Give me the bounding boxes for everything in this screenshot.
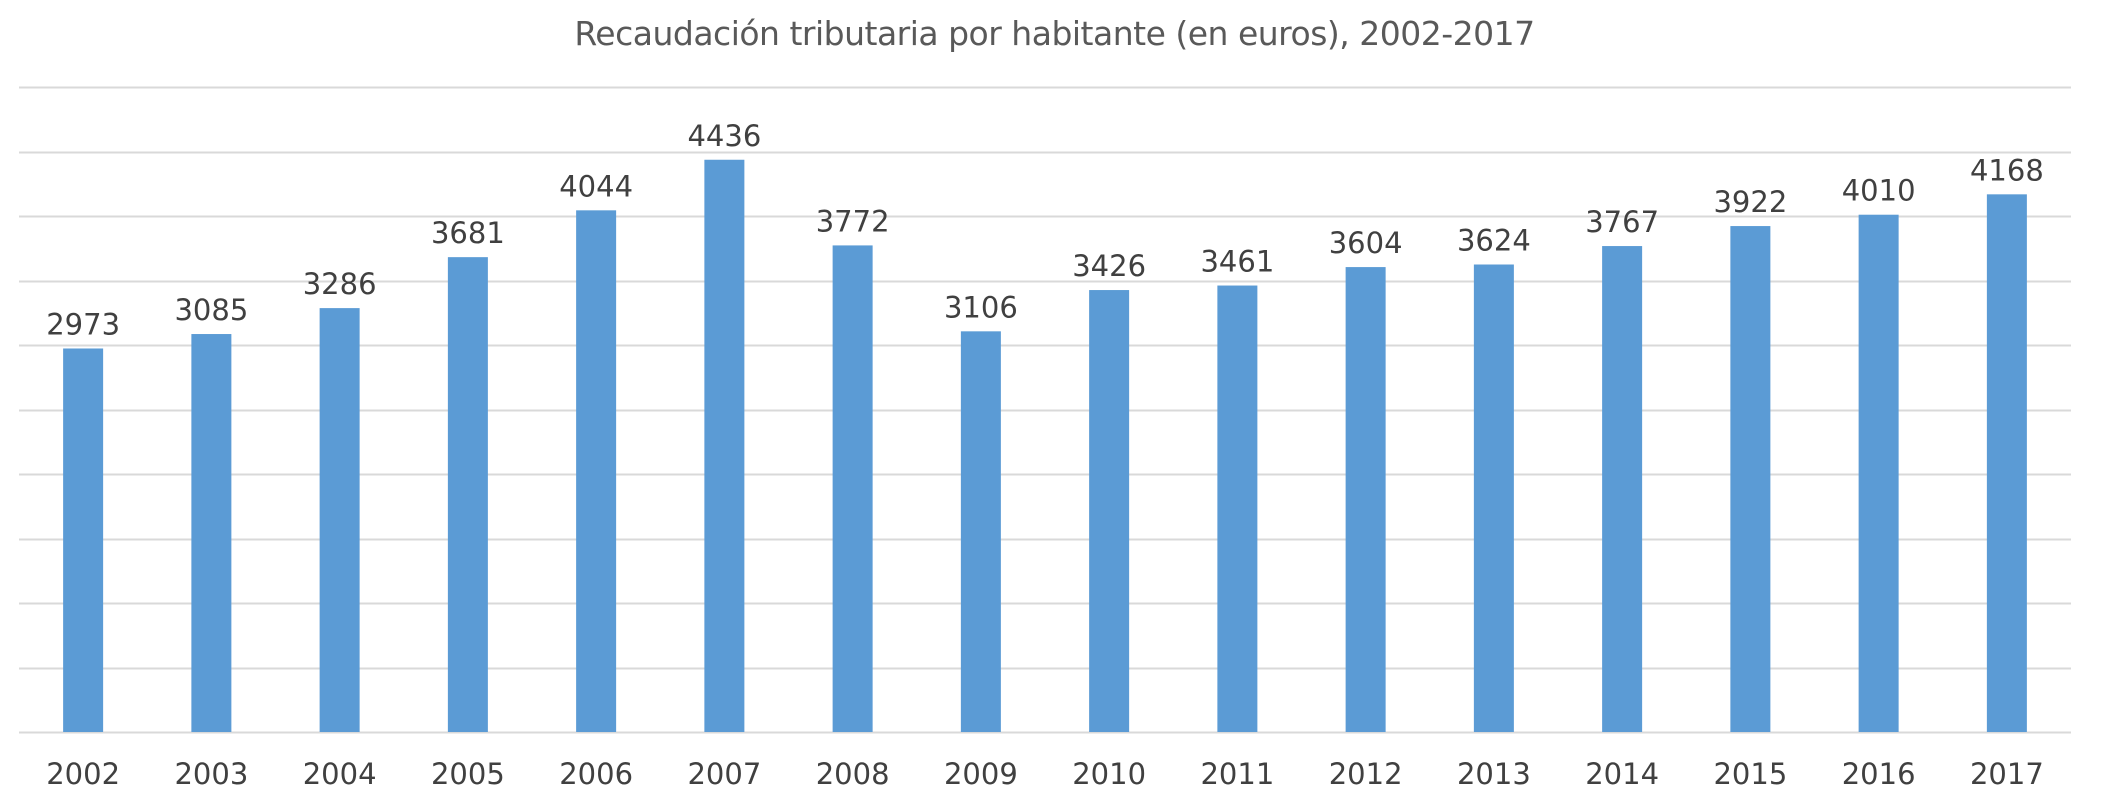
data-label: 3624 xyxy=(1457,224,1531,258)
x-tick-label: 2013 xyxy=(1457,757,1531,791)
data-label: 4044 xyxy=(559,169,633,203)
bar xyxy=(576,210,617,733)
x-tick-label: 2014 xyxy=(1585,757,1659,791)
bar xyxy=(447,257,488,732)
bar xyxy=(191,334,232,732)
bar xyxy=(1345,267,1386,732)
data-label: 3767 xyxy=(1585,205,1659,239)
data-label: 4168 xyxy=(1970,153,2044,187)
x-tick-label: 2015 xyxy=(1713,757,1787,791)
x-tick-label: 2003 xyxy=(174,757,248,791)
x-tick-label: 2005 xyxy=(431,757,505,791)
data-label: 3286 xyxy=(303,267,377,301)
x-tick-label: 2017 xyxy=(1970,757,2044,791)
x-tick-label: 2010 xyxy=(1072,757,1146,791)
bar xyxy=(63,348,104,732)
data-label: 3922 xyxy=(1713,185,1787,219)
x-tick-label: 2012 xyxy=(1329,757,1403,791)
data-label: 3461 xyxy=(1200,245,1274,279)
data-label: 3772 xyxy=(816,204,890,238)
bar xyxy=(1089,290,1130,732)
x-tick-label: 2007 xyxy=(687,757,761,791)
x-tick-label: 2016 xyxy=(1842,757,1916,791)
bar xyxy=(1473,264,1514,732)
data-label: 3681 xyxy=(431,216,505,250)
x-tick-label: 2009 xyxy=(944,757,1018,791)
x-tick-label: 2011 xyxy=(1200,757,1274,791)
bar xyxy=(960,331,1001,732)
data-label: 3604 xyxy=(1329,226,1403,260)
bar xyxy=(1986,194,2027,732)
data-label: 2973 xyxy=(46,307,120,341)
chart-title: Recaudación tributaria por habitante (en… xyxy=(574,14,1535,53)
bar xyxy=(832,245,873,733)
x-tick-label: 2008 xyxy=(816,757,890,791)
x-tick-label: 2006 xyxy=(559,757,633,791)
data-label: 3106 xyxy=(944,290,1018,324)
data-label: 4010 xyxy=(1842,174,1916,208)
bar xyxy=(1730,226,1771,732)
x-tick-label: 2002 xyxy=(46,757,120,791)
data-label: 4436 xyxy=(687,119,761,153)
bar xyxy=(319,308,360,732)
bar xyxy=(1858,214,1899,732)
data-label: 3426 xyxy=(1072,249,1146,283)
x-tick-label: 2004 xyxy=(303,757,377,791)
bar xyxy=(704,159,745,733)
data-label: 3085 xyxy=(174,293,248,327)
bar xyxy=(1602,246,1643,732)
bar xyxy=(1217,285,1258,732)
